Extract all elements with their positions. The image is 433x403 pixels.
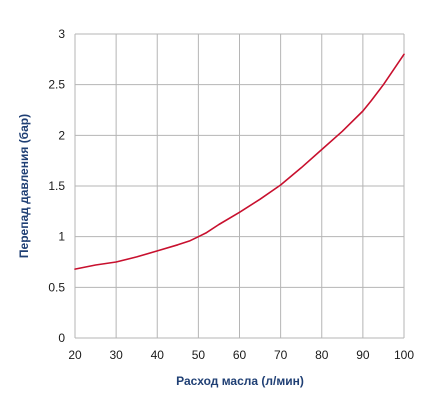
y-tick-label: 0	[58, 331, 65, 345]
y-tick-label: 2.5	[48, 78, 65, 92]
series-line	[74, 53, 405, 270]
x-axis-label: Расход масла (л/мин)	[176, 374, 304, 388]
y-tick-label: 0.5	[48, 280, 65, 294]
x-tick-label: 70	[274, 348, 288, 362]
x-tick-label: 20	[68, 348, 82, 362]
series-layer	[74, 53, 405, 270]
x-tick-label: 100	[394, 348, 414, 362]
x-tick-label: 60	[233, 348, 247, 362]
y-tick-label: 1	[58, 230, 65, 244]
x-tick-label: 50	[192, 348, 206, 362]
y-tick-label: 1.5	[48, 179, 65, 193]
x-tick-label: 80	[315, 348, 329, 362]
y-tick-label: 3	[58, 27, 65, 41]
x-tick-label: 90	[356, 348, 370, 362]
grid	[74, 33, 405, 339]
y-tick-label: 2	[58, 128, 65, 142]
x-tick-label: 40	[151, 348, 165, 362]
y-tick-labels: 0 0.5 1 1.5 2 2.5 3	[48, 27, 65, 345]
y-axis-label: Перепад давления (бар)	[17, 114, 31, 258]
x-tick-labels: 20 30 40 50 60 70 80 90 100	[68, 348, 414, 362]
x-tick-label: 30	[109, 348, 123, 362]
